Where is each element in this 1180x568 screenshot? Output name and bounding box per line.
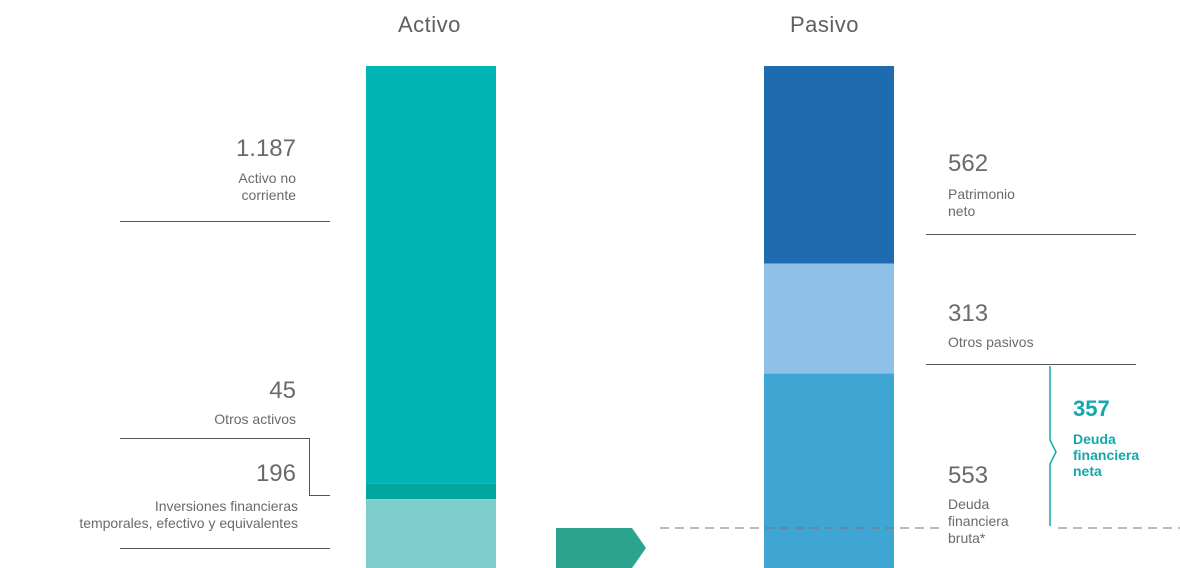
activo-segment-3 <box>366 499 496 568</box>
otros-pasivos-rule <box>926 364 1136 365</box>
deuda-neta-value: 357 <box>1073 396 1110 421</box>
activo-bar <box>366 66 496 568</box>
activo-segment-2 <box>366 483 496 500</box>
deuda-bruta-label: Deuda financiera bruta* <box>948 496 1009 546</box>
activo-no-corriente-value: 1.187 <box>235 135 296 162</box>
deuda-bruta-value: 553 <box>948 462 989 489</box>
pasivo-segment-3 <box>764 373 894 568</box>
activo-segment-1 <box>366 66 496 484</box>
pasivo-segment-1 <box>764 66 894 264</box>
net-debt-bracket <box>1049 366 1057 526</box>
otros-pasivos-label: Otros pasivos <box>948 334 1034 350</box>
activo-title: Activo <box>398 12 461 37</box>
activo-no-corriente-rule <box>120 221 330 222</box>
inversiones-rule <box>120 548 330 549</box>
pasivo-bar <box>764 66 894 568</box>
pasivo-segment-2 <box>764 263 894 374</box>
pasivo-title: Pasivo <box>790 12 860 37</box>
otros-pasivos-value: 313 <box>948 300 989 327</box>
patrimonio-neto-label: Patrimonio neto <box>948 186 1015 219</box>
patrimonio-neto-rule <box>926 234 1136 235</box>
inversiones-value: 196 <box>255 460 296 487</box>
otros-activos-value: 45 <box>269 377 296 404</box>
activo-no-corriente-label: Activo no corriente <box>238 170 296 203</box>
arrow-shape <box>556 528 646 568</box>
otros-activos-connector <box>309 438 310 496</box>
otros-activos-connector-end <box>309 495 330 496</box>
otros-activos-rule <box>120 438 310 439</box>
deuda-neta-label: Deuda financiera neta <box>1073 431 1140 479</box>
inversiones-label: Inversiones financieras temporales, efec… <box>79 498 298 531</box>
patrimonio-neto-value: 562 <box>948 150 989 177</box>
otros-activos-label: Otros activos <box>214 411 296 427</box>
